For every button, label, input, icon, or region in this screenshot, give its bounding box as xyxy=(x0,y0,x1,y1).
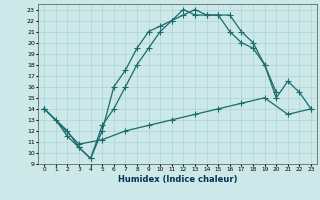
X-axis label: Humidex (Indice chaleur): Humidex (Indice chaleur) xyxy=(118,175,237,184)
